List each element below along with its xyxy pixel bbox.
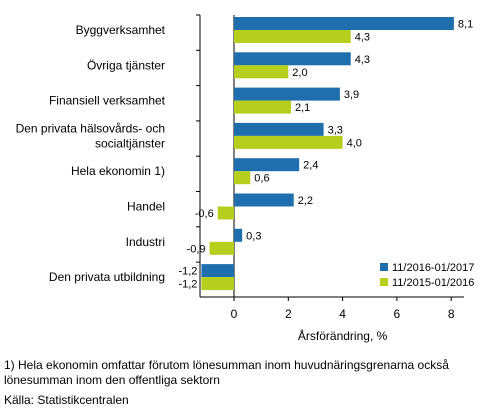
x-tick-label: 8 xyxy=(448,307,455,321)
bar-series-1 xyxy=(234,158,300,172)
bar-series-1 xyxy=(234,17,454,30)
category-label: Övriga tjänster xyxy=(87,58,165,72)
data-label: 8,1 xyxy=(458,19,473,31)
legend-label-2: 11/2015-01/2016 xyxy=(392,277,474,289)
footnote-line-1: 1) Hela ekonomin omfattar förutom lönesu… xyxy=(4,358,449,372)
bar-series-1 xyxy=(234,87,340,101)
legend-label-1: 11/2016-01/2017 xyxy=(392,262,474,274)
data-label: -1,2 xyxy=(178,266,197,278)
data-label: 0,3 xyxy=(246,230,261,242)
bar-series-1 xyxy=(234,228,243,242)
bar-series-2 xyxy=(234,171,251,185)
category-label: Den privata utbildning xyxy=(49,270,165,284)
category-label: socialtjänster xyxy=(95,136,165,150)
legend-swatch-1 xyxy=(380,263,388,271)
data-label: 2,1 xyxy=(295,102,310,114)
data-label: 2,4 xyxy=(303,160,318,172)
bar-series-1 xyxy=(234,52,351,66)
category-label: Handel xyxy=(127,200,165,214)
bar-series-2 xyxy=(201,277,234,291)
bar-series-2 xyxy=(217,206,234,220)
bar-series-2 xyxy=(209,241,234,255)
x-tick-label: 2 xyxy=(285,307,292,321)
data-label: -0,6 xyxy=(195,208,214,220)
data-label: 4,3 xyxy=(355,54,370,66)
category-label: Byggverksamhet xyxy=(76,23,166,37)
data-label: 3,3 xyxy=(328,124,343,136)
data-label: -1,2 xyxy=(178,279,197,291)
data-label: 4,3 xyxy=(355,32,370,44)
bar-series-1 xyxy=(234,193,294,207)
footnote: 1) Hela ekonomin omfattar förutom lönesu… xyxy=(4,358,449,388)
category-label: Hela ekonomin 1) xyxy=(71,164,165,178)
bar-series-2 xyxy=(234,100,292,114)
legend-swatch-2 xyxy=(380,278,388,286)
bar-series-2 xyxy=(234,30,351,43)
category-label: Finansiell verksamhet xyxy=(49,94,166,108)
x-tick-label: 0 xyxy=(231,307,238,321)
data-label: 4,0 xyxy=(347,137,362,149)
data-label: 0,6 xyxy=(254,173,269,185)
bar-series-1 xyxy=(234,122,324,136)
data-label: 2,0 xyxy=(292,67,307,79)
bar-series-1 xyxy=(201,264,234,278)
data-label: 3,9 xyxy=(344,89,359,101)
footnote-line-2: lönesumman inom den offentliga sektorn xyxy=(4,373,220,387)
x-axis-title: Årsförändring, % xyxy=(298,328,388,343)
bar-series-2 xyxy=(234,135,343,149)
data-label: 2,2 xyxy=(298,195,313,207)
source-note: Källa: Statistikcentralen xyxy=(4,393,129,407)
bar-series-2 xyxy=(234,65,289,79)
category-label: Den privata hälsovårds- och xyxy=(16,121,165,135)
x-tick-label: 6 xyxy=(394,307,401,321)
x-tick-label: 4 xyxy=(339,307,346,321)
data-label: -0,9 xyxy=(187,243,206,255)
category-label: Industri xyxy=(126,235,165,249)
